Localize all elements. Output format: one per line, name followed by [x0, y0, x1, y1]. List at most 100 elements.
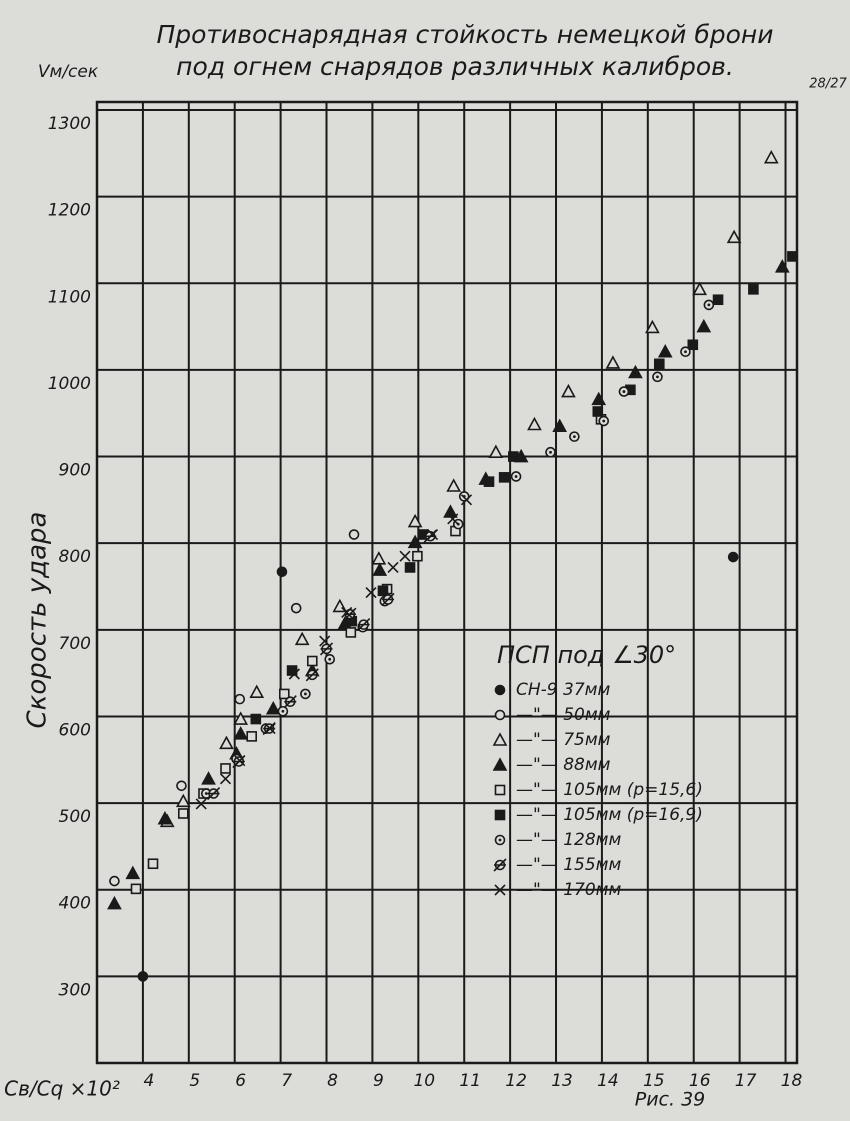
point: [774, 259, 790, 273]
point: [319, 635, 331, 647]
x-tick-label: 9: [373, 1071, 384, 1091]
point-shape: [692, 281, 708, 296]
point: [345, 627, 357, 638]
legend-label: —"— 105мм (р=15,6): [516, 780, 703, 800]
legend-label: СН-9 37мм: [516, 680, 610, 700]
point-shape: [294, 631, 310, 646]
point-shape: [494, 784, 506, 796]
corner-note: 28/27: [809, 77, 847, 92]
point-dot: [602, 419, 606, 423]
point-shape: [426, 528, 439, 541]
point: [592, 406, 604, 417]
point: [372, 562, 388, 576]
point-cross: [381, 592, 395, 607]
x-tick-label: 6: [235, 1071, 246, 1091]
legend-label: —"— 155мм: [516, 855, 621, 875]
point-shape: [201, 771, 216, 785]
point: [712, 294, 724, 306]
point: [220, 763, 231, 774]
point: [286, 665, 298, 676]
point-shape: [130, 883, 142, 895]
point: [306, 655, 318, 667]
point: [680, 346, 691, 358]
point: [290, 602, 302, 614]
point-shape: [278, 688, 290, 700]
point-shape: [494, 709, 506, 721]
point-shape: [288, 668, 300, 680]
point: [545, 446, 556, 458]
point-shape: [494, 684, 506, 696]
point: [278, 688, 290, 700]
point: [692, 281, 708, 296]
point: [265, 700, 281, 715]
point-shape: [492, 732, 508, 746]
point-dot: [204, 792, 208, 795]
point: [147, 858, 159, 870]
y-tick-label: 600: [59, 720, 91, 740]
point: [264, 723, 276, 735]
point: [407, 534, 423, 549]
point: [175, 793, 191, 808]
point: [618, 386, 630, 397]
point-shape: [345, 627, 357, 638]
x-tick-label: 15: [643, 1071, 665, 1091]
point: [460, 494, 473, 506]
point: [234, 693, 246, 705]
point: [195, 798, 207, 810]
point-shape: [446, 478, 462, 492]
point-shape: [687, 339, 699, 351]
point-shape: [447, 513, 459, 525]
point-shape: [234, 755, 246, 767]
point-shape: [628, 364, 643, 379]
y-tick-label: 1200: [48, 201, 91, 221]
point: [483, 476, 495, 487]
point-dot: [498, 838, 502, 842]
point: [404, 562, 416, 573]
point-shape: [219, 773, 232, 785]
y-tick-label: 1000: [48, 374, 91, 394]
point: [246, 731, 257, 742]
x-axis-label: Cв/Cq ×10²: [4, 1077, 120, 1101]
point: [219, 735, 234, 750]
point-shape: [286, 665, 298, 676]
point: [288, 668, 300, 680]
point-shape: [365, 586, 377, 599]
point: [201, 771, 216, 785]
point: [498, 472, 510, 483]
x-tick-label: 13: [551, 1071, 573, 1091]
point-dot: [707, 303, 711, 307]
y-tick-label: 700: [59, 634, 91, 654]
y-tick-label: 400: [59, 894, 91, 914]
x-tick-label: 10: [413, 1071, 435, 1091]
point-cross: [493, 858, 507, 872]
point: [109, 875, 120, 887]
point-shape: [460, 494, 473, 506]
point: [763, 149, 779, 164]
point: [494, 784, 506, 796]
point: [319, 642, 334, 656]
point: [598, 415, 610, 427]
point-shape: [109, 875, 120, 887]
point-shape: [371, 551, 387, 565]
point: [324, 653, 336, 665]
x-tick-label: 4: [143, 1071, 154, 1091]
point-shape: [387, 561, 399, 574]
point-shape: [233, 726, 249, 740]
point: [219, 773, 232, 785]
point: [207, 786, 221, 801]
point: [233, 726, 249, 740]
point-shape: [233, 711, 249, 725]
point: [348, 529, 360, 540]
point-shape: [488, 444, 504, 459]
point: [157, 811, 173, 825]
point-shape: [748, 284, 759, 295]
point: [125, 865, 141, 880]
point: [569, 431, 580, 442]
point: [407, 513, 423, 528]
x-tick-label: 17: [735, 1071, 757, 1091]
point: [371, 551, 387, 565]
point-shape: [250, 713, 262, 725]
point: [508, 451, 519, 462]
